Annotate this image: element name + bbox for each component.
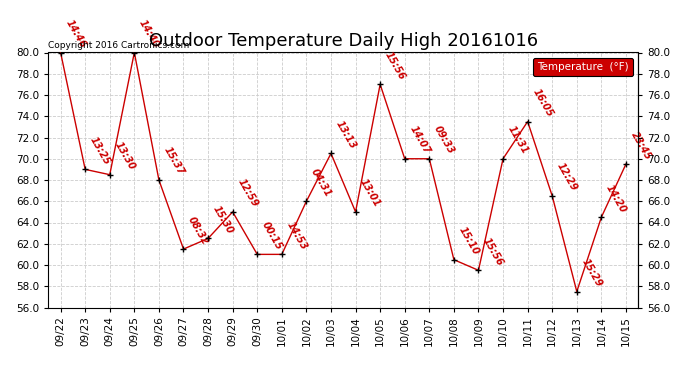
Text: 04:31: 04:31 [309,167,333,198]
Text: 09:33: 09:33 [432,124,456,156]
Text: 14:53: 14:53 [284,220,308,252]
Text: 14:46: 14:46 [63,18,88,50]
Text: 15:37: 15:37 [161,146,186,177]
Text: 15:29: 15:29 [580,257,604,289]
Text: 16:05: 16:05 [531,87,555,119]
Text: Copyright 2016 Cartronics.com: Copyright 2016 Cartronics.com [48,41,190,50]
Text: 08:32: 08:32 [186,214,210,246]
Text: 15:56: 15:56 [383,50,407,82]
Text: 12:29: 12:29 [555,161,579,193]
Text: 13:30: 13:30 [112,140,137,172]
Text: 15:30: 15:30 [211,204,235,236]
Text: 13:01: 13:01 [358,177,382,209]
Text: 13:13: 13:13 [334,119,358,151]
Title: Outdoor Temperature Daily High 20161016: Outdoor Temperature Daily High 20161016 [149,32,538,50]
Text: 14:07: 14:07 [408,124,432,156]
Text: 12:59: 12:59 [235,177,259,209]
Text: 00:15: 00:15 [260,220,284,252]
Legend: Temperature  (°F): Temperature (°F) [533,58,633,76]
Text: 11:31: 11:31 [506,124,530,156]
Text: 23:45: 23:45 [629,129,653,161]
Text: 14:40: 14:40 [137,18,161,50]
Text: 13:25: 13:25 [88,135,112,166]
Text: 15:10: 15:10 [457,225,481,257]
Text: 14:20: 14:20 [604,183,629,214]
Text: 15:56: 15:56 [481,236,505,267]
